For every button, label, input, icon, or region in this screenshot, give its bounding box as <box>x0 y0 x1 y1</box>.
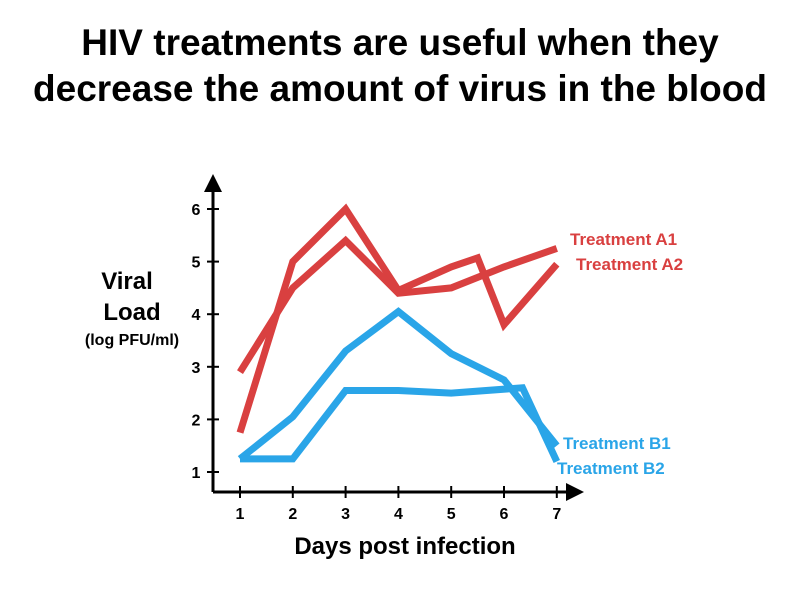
y-tick-label-4: 4 <box>192 307 201 324</box>
y-tick-label-2: 2 <box>192 412 201 429</box>
x-tick-label-1: 1 <box>236 506 245 523</box>
series-label-treatment-a1: Treatment A1 <box>570 230 677 249</box>
chart-series <box>236 203 560 463</box>
x-tick-label-4: 4 <box>394 506 403 523</box>
x-tick-label-3: 3 <box>341 506 350 523</box>
x-tick-label-5: 5 <box>447 506 456 523</box>
chart-axes: 1 2 3 4 5 6 7 1 2 3 4 5 6 Days post infection Viral Loa… <box>85 174 584 560</box>
series-line-treatment-a1 <box>236 203 560 434</box>
series-line-treatment-b2 <box>240 384 560 463</box>
chart-title-line-2: decrease the amount of virus in the bloo… <box>33 68 767 109</box>
series-label-treatment-a2: Treatment A2 <box>576 255 683 274</box>
series-line-treatment-a2 <box>237 235 558 374</box>
chart-title: HIV treatments are useful when they decr… <box>0 20 800 112</box>
y-tick-label-1: 1 <box>192 465 201 482</box>
y-tick-label-5: 5 <box>192 255 201 272</box>
y-tick-label-3: 3 <box>192 360 201 377</box>
series-label-treatment-b1: Treatment B1 <box>563 434 671 453</box>
x-tick-label-6: 6 <box>500 506 509 523</box>
x-axis-arrowhead <box>566 483 584 501</box>
y-axis-title-line-2: Load <box>103 299 160 326</box>
x-tick-label-2: 2 <box>288 506 297 523</box>
x-axis-title: Days post infection <box>294 533 515 560</box>
chart-title-line-1: HIV treatments are useful when they <box>81 22 719 63</box>
x-tick-label-7: 7 <box>552 506 561 523</box>
chart-labels: Treatment A1 Treatment A2 Treatment B1 Trea… <box>557 230 683 478</box>
y-axis-title-line-1: Viral <box>101 268 153 295</box>
series-label-treatment-b2: Treatment B2 <box>557 459 665 478</box>
series-line-treatment-b1 <box>237 307 560 462</box>
y-tick-label-6: 6 <box>192 202 201 219</box>
y-axis-arrowhead <box>204 174 222 192</box>
y-axis-unit: (log PFU/ml) <box>85 332 179 349</box>
